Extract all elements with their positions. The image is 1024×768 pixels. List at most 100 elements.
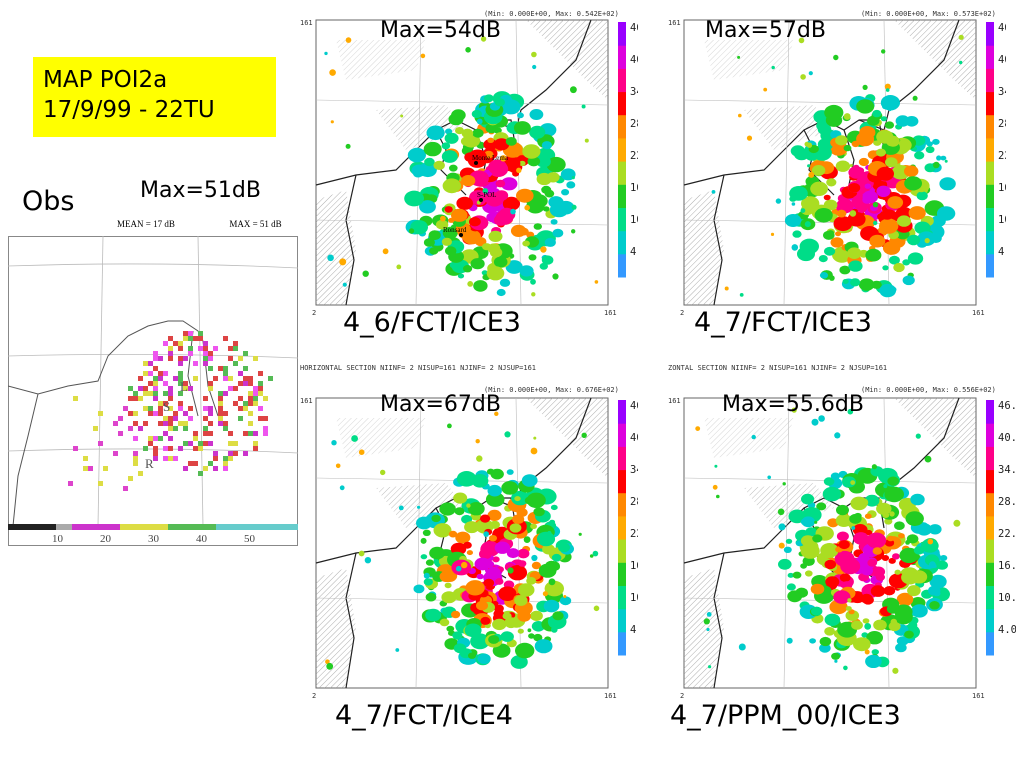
reflectivity-speck bbox=[531, 292, 536, 297]
reflectivity-cell bbox=[887, 196, 904, 209]
obs-pixel bbox=[193, 446, 198, 451]
obs-pixel bbox=[208, 381, 213, 386]
reflectivity-speck bbox=[814, 520, 818, 524]
reflectivity-cell bbox=[515, 642, 535, 659]
reflectivity-cell bbox=[552, 228, 564, 238]
reflectivity-cell bbox=[914, 151, 925, 160]
reflectivity-speck bbox=[325, 659, 330, 664]
reflectivity-speck bbox=[420, 53, 426, 59]
place-label: S-POL bbox=[477, 191, 496, 199]
obs-pixel bbox=[243, 401, 248, 406]
reflectivity-cell bbox=[541, 255, 554, 265]
reflectivity-cell bbox=[876, 148, 886, 157]
reflectivity-cell bbox=[495, 578, 504, 585]
reflectivity-cell bbox=[496, 288, 506, 297]
model-reflectivity bbox=[325, 411, 600, 670]
reflectivity-cell bbox=[522, 144, 541, 159]
obs-pixel bbox=[228, 356, 233, 361]
reflectivity-speck bbox=[804, 141, 810, 147]
reflectivity-cell bbox=[509, 523, 522, 533]
obs-pixel bbox=[253, 386, 258, 391]
reflectivity-cell bbox=[842, 279, 849, 284]
colorbar-tick: 10.00 bbox=[630, 592, 638, 604]
obs-pixel bbox=[228, 386, 233, 391]
colorbar-segment bbox=[986, 22, 994, 46]
obs-pixel bbox=[98, 411, 103, 416]
reflectivity-cell bbox=[907, 252, 924, 265]
reflectivity-speck bbox=[382, 248, 389, 255]
obs-pixel bbox=[213, 466, 218, 471]
reflectivity-speck bbox=[455, 565, 462, 572]
colorbar-segment bbox=[986, 492, 994, 517]
obs-pixel bbox=[173, 456, 178, 461]
obs-pixel bbox=[133, 421, 138, 426]
obs-pixel bbox=[258, 416, 263, 421]
reflectivity-cell bbox=[548, 196, 564, 209]
obs-pixel bbox=[208, 411, 213, 416]
obs-pixel bbox=[173, 341, 178, 346]
obs-tick: 10 bbox=[52, 533, 64, 545]
reflectivity-speck bbox=[466, 503, 471, 508]
reflectivity-speck bbox=[351, 435, 358, 442]
colorbar-segment bbox=[618, 469, 626, 494]
reflectivity-cell bbox=[505, 260, 523, 274]
panel2-label: 4_7/FCT/ICE3 bbox=[694, 307, 872, 338]
reflectivity-cell bbox=[517, 548, 530, 559]
obs-pixel bbox=[163, 401, 168, 406]
obs-pixel bbox=[68, 481, 73, 486]
obs-pixel bbox=[238, 371, 243, 376]
obs-pixel bbox=[143, 421, 148, 426]
reflectivity-cell bbox=[470, 258, 485, 270]
reflectivity-speck bbox=[465, 47, 471, 53]
reflectivity-cell bbox=[533, 223, 542, 230]
reflectivity-cell bbox=[833, 590, 851, 604]
reflectivity-cell bbox=[871, 280, 882, 289]
reflectivity-speck bbox=[738, 643, 746, 651]
obs-pixel bbox=[113, 421, 118, 426]
colorbar-segment bbox=[618, 68, 626, 93]
reflectivity-cell bbox=[894, 610, 913, 625]
reflectivity-speck bbox=[531, 554, 538, 562]
obs-pixel bbox=[253, 396, 258, 401]
obs-pixel bbox=[248, 431, 253, 436]
obs-pixel bbox=[148, 391, 153, 396]
obs-pixel bbox=[178, 381, 183, 386]
reflectivity-cell bbox=[485, 123, 499, 134]
reflectivity-cell bbox=[530, 523, 537, 529]
obs-pixel bbox=[223, 461, 228, 466]
reflectivity-cell bbox=[810, 583, 825, 595]
reflectivity-speck bbox=[849, 164, 853, 167]
reflectivity-speck bbox=[786, 637, 793, 644]
obs-colorbar bbox=[8, 524, 298, 530]
colorbar-segment bbox=[986, 446, 994, 471]
reflectivity-cell bbox=[911, 604, 928, 618]
reflectivity-cell bbox=[865, 654, 882, 668]
obs-pixel bbox=[243, 381, 248, 386]
reflectivity-cell bbox=[493, 604, 504, 613]
obs-pixel bbox=[233, 346, 238, 351]
reflectivity-cell bbox=[482, 243, 492, 251]
reflectivity-speck bbox=[712, 484, 718, 490]
reflectivity-cell bbox=[884, 121, 895, 129]
obs-pixel bbox=[193, 461, 198, 466]
panel-4_7-fct-ice3: (Min: 0.000E+00, Max: 0.573E+02) 161 2 161 4… bbox=[666, 8, 1006, 318]
reflectivity-speck bbox=[958, 34, 964, 40]
reflectivity-cell bbox=[895, 115, 910, 127]
reflectivity-cell bbox=[457, 273, 465, 279]
obs-pixel bbox=[153, 356, 158, 361]
reflectivity-speck bbox=[450, 250, 456, 257]
reflectivity-speck bbox=[364, 557, 372, 564]
reflectivity-cell bbox=[862, 190, 879, 204]
obs-pixel bbox=[258, 371, 263, 376]
obs-pixel bbox=[198, 446, 203, 451]
reflectivity-speck bbox=[791, 244, 799, 251]
obs-pixel bbox=[173, 376, 178, 381]
place-label: Ronsard bbox=[443, 226, 467, 234]
reflectivity-cell bbox=[472, 128, 484, 138]
reflectivity-speck bbox=[345, 37, 352, 43]
obs-pixel bbox=[203, 466, 208, 471]
reflectivity-cell bbox=[422, 529, 431, 536]
axis-label-xmin: 2 bbox=[312, 309, 316, 317]
obs-pixel bbox=[178, 406, 183, 411]
reflectivity-cell bbox=[867, 115, 880, 126]
